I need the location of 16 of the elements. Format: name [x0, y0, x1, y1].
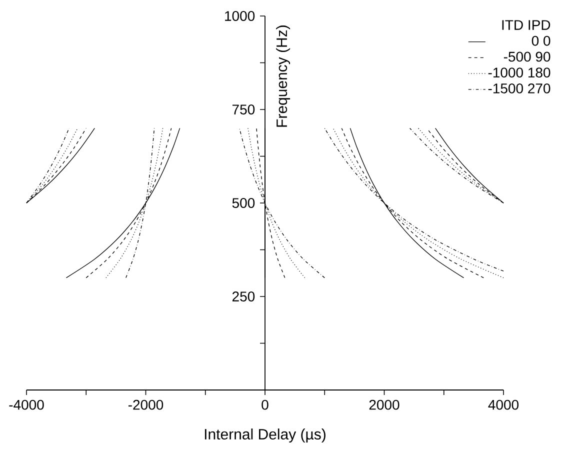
legend-label: -500 90 — [504, 52, 550, 62]
y-tick-label: 250 — [232, 292, 255, 302]
x-tick-label: 4000 — [488, 400, 519, 410]
x-tick-label: 2000 — [369, 400, 400, 410]
y-tick-label: 500 — [232, 198, 255, 208]
legend-label: -1500 270 — [488, 83, 550, 94]
legend-label: -1000 180 — [488, 68, 550, 78]
x-axis-title: Internal Delay (µs) — [204, 428, 326, 443]
text: 0 0 — [532, 36, 550, 46]
x-tick-label: -2000 — [128, 400, 164, 410]
y-tick-label: 1000 — [225, 11, 255, 21]
x-tick-label: -4000 — [9, 400, 44, 410]
y-axis-title: Frequency (Hz) — [276, 26, 290, 127]
legend-title: ITD IPD — [502, 20, 550, 30]
x-tick-label: 0 — [262, 400, 268, 410]
y-tick-label: 750 — [232, 104, 255, 114]
